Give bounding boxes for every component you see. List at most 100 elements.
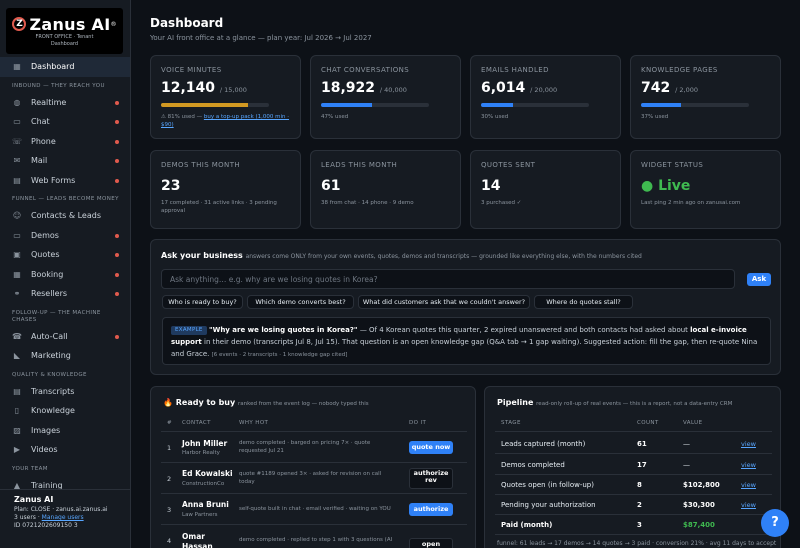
brand-logo[interactable]: Z Zanus AI ® FRONT OFFICE · Tenant Dashb…	[6, 8, 123, 54]
alert-dot	[115, 159, 119, 163]
contact-name[interactable]: Omar Hassan	[182, 532, 213, 548]
divider	[495, 474, 772, 475]
pipeline-heading: Pipeline	[497, 398, 534, 407]
view-link[interactable]: view	[741, 440, 756, 448]
widget-status-live: ● Live	[641, 178, 691, 194]
divider	[161, 431, 467, 432]
sidebar-item-mail[interactable]: ✉ Mail	[0, 151, 130, 171]
help-button[interactable]: ?	[761, 509, 789, 537]
stat-value: 23	[161, 178, 181, 194]
usage-bar-fill	[321, 103, 372, 107]
stage-value: $102,800	[683, 481, 720, 489]
why-hot: demo completed · barged on pricing 7× · …	[239, 440, 371, 454]
contact-name[interactable]: Ed Kowalski	[182, 469, 233, 478]
stat-label: EMAILS HANDLED	[481, 66, 549, 74]
sidebar-item-label: Dashboard	[31, 62, 75, 72]
sidebar-item-label: Mail	[31, 156, 48, 166]
account-name: Zanus AI	[14, 495, 54, 504]
sidebar-item-label: Demos	[31, 230, 59, 240]
sidebar-item-label: Web Forms	[31, 175, 76, 185]
usage-warning: ⚠ 81% used —	[161, 114, 204, 120]
sidebar-item-videos[interactable]: ▶ Videos	[0, 440, 130, 460]
col-header-value: VALUE	[683, 420, 703, 426]
ask-button[interactable]: Ask	[747, 273, 771, 286]
suggestion-chip[interactable]: Who is ready to buy?	[162, 295, 243, 309]
quote-icon: ▣	[13, 250, 21, 260]
pipeline-hint: read-only roll-up of real events — this …	[536, 401, 733, 407]
stage-value: —	[683, 461, 690, 469]
contact-name[interactable]: Anna Bruni	[182, 500, 229, 509]
authorize-button[interactable]: authorize	[409, 503, 453, 516]
usage-bar	[321, 103, 429, 107]
answer-highlight: local e-invoice support	[171, 326, 747, 346]
row-number: 4	[167, 537, 172, 545]
stat-total: / 20,000	[530, 86, 558, 94]
stage-value: $87,400	[683, 521, 715, 529]
contact-name[interactable]: John Miller	[182, 439, 228, 448]
account-plan: Plan: CLOSE · zanus.ai.zanus.ai	[14, 506, 108, 513]
stat-value: 14	[481, 178, 501, 194]
open-thread-button[interactable]: open thread	[409, 538, 453, 548]
sidebar-item-contacts[interactable]: ☺ Contacts & Leads	[0, 206, 130, 226]
stat-label: KNOWLEDGE PAGES	[641, 66, 718, 74]
manage-users-link[interactable]: Manage users	[41, 514, 84, 521]
stat-number: 6,014	[481, 80, 526, 96]
brand-sub: FRONT OFFICE · Tenant	[35, 34, 94, 40]
sidebar-item-label: Marketing	[31, 351, 71, 361]
authorize-rev-button[interactable]: authorize rev	[409, 468, 453, 489]
answer-citations: [6 events · 2 transcripts · 1 knowledge …	[211, 352, 348, 358]
sidebar-item-dashboard[interactable]: ▦ Dashboard	[0, 57, 130, 77]
sidebar-item-resellers[interactable]: ⚭ Resellers	[0, 284, 130, 304]
quote-now-button[interactable]: quote now	[409, 441, 453, 454]
example-question: "Why are we losing quotes in Korea?"	[208, 326, 358, 334]
sidebar-item-webforms[interactable]: ▤ Web Forms	[0, 171, 130, 191]
view-link[interactable]: view	[741, 481, 756, 489]
sidebar-item-autocall[interactable]: ☎ Auto-Call	[0, 327, 130, 347]
answer-text: in their demo (transcripts Jul 8, Jul 15…	[171, 338, 758, 358]
sidebar-item-transcripts[interactable]: ▤ Transcripts	[0, 382, 130, 402]
sidebar-item-label: Booking	[31, 269, 64, 279]
sidebar-item-chat[interactable]: ▭ Chat	[0, 112, 130, 132]
answer-text: — Of 4 Korean quotes this quarter, 2 exp…	[357, 326, 691, 334]
nav-section-inbound: INBOUND — THEY REACH YOU	[12, 82, 105, 89]
sidebar-item-phone[interactable]: ☏ Phone	[0, 132, 130, 152]
alert-dot	[115, 272, 119, 277]
sidebar-item-booking[interactable]: ▦ Booking	[0, 265, 130, 285]
view-link[interactable]: view	[741, 461, 756, 469]
contact-company: ConstructionCo	[182, 481, 225, 487]
view-link[interactable]: view	[741, 501, 756, 509]
divider	[161, 524, 467, 525]
stat-label: QUOTES SENT	[481, 161, 536, 169]
col-header-why: WHY HOT	[239, 420, 269, 426]
brand-name: Zanus AI	[29, 14, 111, 34]
video-icon: ▶	[13, 445, 21, 455]
sidebar-item-training[interactable]: ▲ Training	[0, 476, 130, 496]
why-hot: demo completed · replied to step 1 with …	[239, 537, 393, 543]
stat-label: VOICE MINUTES	[161, 66, 222, 74]
suggestion-chip[interactable]: What did customers ask that we couldn't …	[358, 295, 530, 309]
ask-input[interactable]	[161, 269, 735, 289]
suggestion-chip[interactable]: Which demo converts best?	[247, 295, 354, 309]
usage-bar	[481, 103, 589, 107]
stat-card-emails: EMAILS HANDLED 6,014 / 20,000 30% used	[470, 55, 621, 139]
sidebar-item-realtime[interactable]: ◍ Realtime	[0, 93, 130, 113]
sidebar-item-label: Contacts & Leads	[31, 211, 102, 221]
account-users: 3 users · Manage users	[14, 514, 117, 522]
divider	[495, 514, 772, 515]
sidebar-item-quotes[interactable]: ▣ Quotes	[0, 245, 130, 265]
sidebar-item-label: Videos	[31, 445, 58, 455]
contact-company: Law Partners	[182, 512, 218, 518]
stat-label: LEADS THIS MONTH	[321, 161, 398, 169]
sidebar-item-images[interactable]: ▨ Images	[0, 421, 130, 441]
stage-count: 3	[637, 521, 642, 529]
buy-topup-link[interactable]: buy a top-up pack (1,000 min · $90)	[161, 114, 290, 128]
suggestion-chip[interactable]: Where do quotes stall?	[534, 295, 633, 309]
globe-icon: ◍	[13, 97, 21, 107]
sidebar-item-knowledge[interactable]: ▯ Knowledge	[0, 401, 130, 421]
stat-label: CHAT CONVERSATIONS	[321, 66, 410, 74]
nav-section-funnel: FUNNEL — LEADS BECOME MONEY	[12, 196, 119, 202]
ask-panel: Ask your business answers come ONLY from…	[150, 239, 781, 375]
sidebar-item-demos[interactable]: ▭ Demos	[0, 226, 130, 246]
sidebar-item-marketing[interactable]: ◣ Marketing	[0, 346, 130, 366]
stat-number: 12,140	[161, 80, 216, 96]
